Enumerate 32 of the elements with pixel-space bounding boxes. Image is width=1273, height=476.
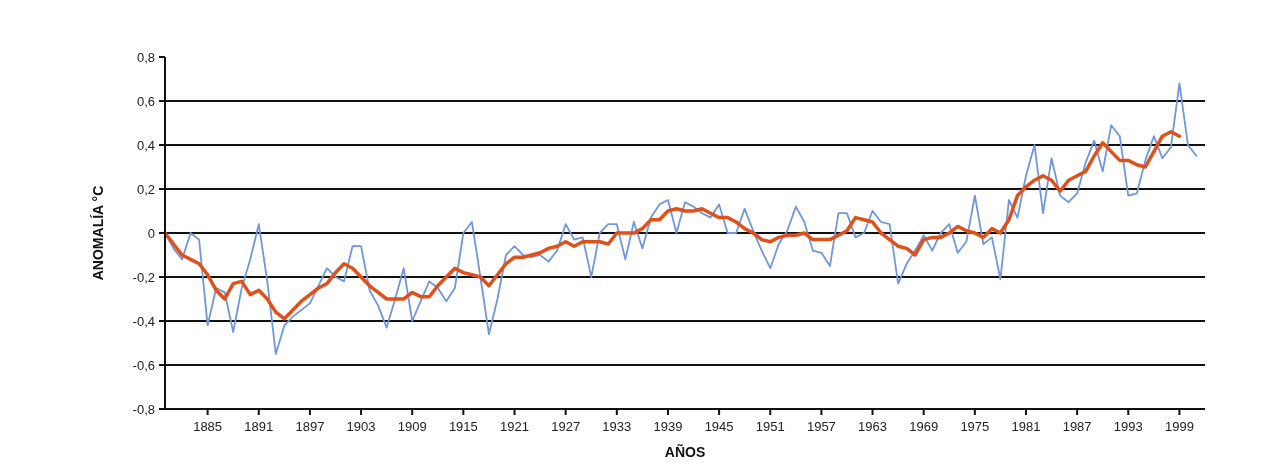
y-tick-label: -0,8 <box>132 401 155 417</box>
x-tick-label: 1903 <box>346 419 376 434</box>
x-tick-label: 1909 <box>397 419 427 434</box>
y-tick-label: 0,8 <box>136 49 155 65</box>
x-tick-label: 1957 <box>806 419 836 434</box>
y-tick-label: 0,2 <box>136 181 155 197</box>
x-tick-label: 1951 <box>755 419 785 434</box>
line-series <box>163 130 1182 321</box>
y-tick-label: 0,4 <box>136 137 155 153</box>
x-tick-label: 1897 <box>295 419 325 434</box>
x-tick-label: 1921 <box>500 419 529 434</box>
x-tick-label: 1975 <box>960 419 990 434</box>
x-axis-title: AÑOS <box>664 443 706 460</box>
x-tick-label: 1999 <box>1164 419 1194 434</box>
y-tick-label: -0,4 <box>132 313 155 329</box>
y-tick-label: -0,2 <box>132 269 155 285</box>
y-tick-label: 0 <box>147 225 155 241</box>
x-tick-label: 1915 <box>448 419 478 434</box>
x-tick-label: 1933 <box>602 419 632 434</box>
x-tick-label: 1885 <box>193 419 223 434</box>
x-tick-label: 1969 <box>909 419 939 434</box>
x-tick-label: 1945 <box>704 419 734 434</box>
x-tick-label: 1981 <box>1011 419 1041 434</box>
x-tick-label: 1939 <box>653 419 683 434</box>
y-axis-title: ANOMALÍA °C <box>90 185 106 281</box>
y-tick-label: -0,6 <box>132 357 155 373</box>
x-tick-label: 1993 <box>1113 419 1143 434</box>
y-tick-label: 0,6 <box>136 93 155 109</box>
x-tick-label: 1987 <box>1062 419 1092 434</box>
x-tick-label: 1963 <box>858 419 887 434</box>
x-tick-label: 1927 <box>551 419 581 434</box>
x-tick-label: 1891 <box>244 419 274 434</box>
